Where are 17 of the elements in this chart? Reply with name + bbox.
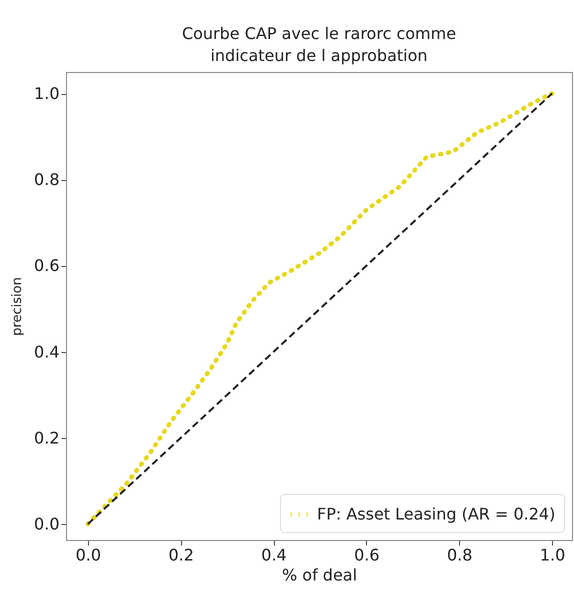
x-tick-label: 0.4 — [261, 546, 287, 564]
y-tick-label: 0.8 — [34, 170, 60, 190]
y-tick-label: 0.2 — [34, 428, 60, 448]
x-tick-label: 0.8 — [446, 546, 472, 564]
text: indicateur de l approbation — [210, 46, 428, 65]
x-tick-label: 0.0 — [76, 546, 102, 564]
y-tick-label: 0.6 — [34, 256, 60, 276]
x-axis-title: % of deal — [282, 566, 358, 584]
y-tick-label: 0.0 — [34, 514, 60, 534]
x-tick-label: 0.6 — [354, 546, 380, 564]
legend-label: FP: Asset Leasing (AR = 0.24) — [317, 504, 556, 524]
x-tick-label: 0.2 — [168, 546, 194, 564]
y-tick-label: 1.0 — [34, 84, 60, 104]
y-axis-title: precision — [10, 277, 26, 336]
x-tick-label: 1.0 — [540, 546, 566, 564]
text: Courbe CAP avec le rarorc comme — [182, 24, 456, 43]
y-tick-label: 0.4 — [34, 342, 60, 362]
